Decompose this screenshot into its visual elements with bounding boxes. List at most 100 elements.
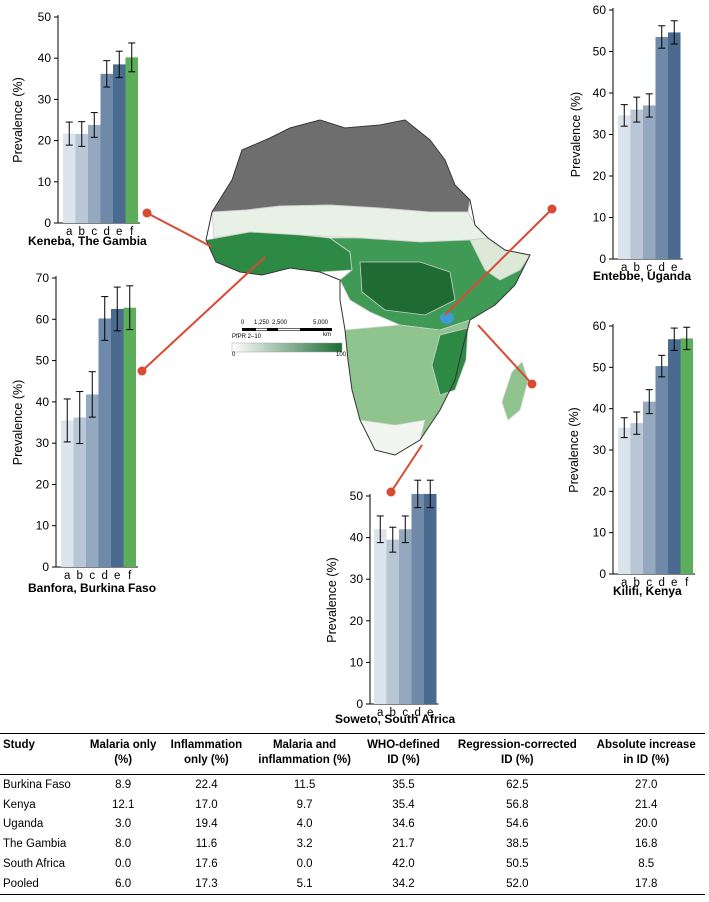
x-tick-label-b: b [390,707,396,719]
table-cell-value: 0.0 [115,858,132,871]
south-africa-region [359,419,426,456]
table-cell-value: 20.0 [635,818,658,831]
connector-kilifi [477,324,533,385]
y-tick-label: 10 [593,526,607,540]
table-cell-value: 62.5 [506,778,529,791]
x-tick-label-a: a [66,226,73,238]
chart-3: 0 10 20 30 40 50 60 Prevalence (%) a b c d e fKilifi,… [567,319,695,598]
x-tick-label-b: b [77,570,83,582]
y-tick-label: 70 [36,271,50,285]
x-tick-label-f: f [128,570,132,582]
table-cell-value: 17.8 [635,877,658,890]
y-tick-label: 20 [36,477,50,491]
bar-c [399,529,412,704]
chart-1: 0 10 20 30 40 50 60 Prevalence (%) a b c d eEntebbe,… [569,3,691,283]
table-cell-value: 17.0 [195,798,218,811]
y-tick-label: 30 [38,92,52,106]
legend-title: PfPR 2–10 [232,334,262,340]
table-header-3: Malaria and inflammation (%) [258,739,351,766]
bar-e [111,308,124,567]
bar-a [618,427,631,574]
bar-a [618,115,631,259]
x-tick-label-c: c [646,577,652,589]
y-axis-label: Prevalence (%) [567,407,581,492]
table-cell-value: 8.5 [638,858,655,871]
table-cell-value: 12.1 [111,798,135,811]
y-tick-label: 30 [350,572,364,586]
lake-victoria [440,312,454,324]
table-cell-value: 50.5 [506,858,529,871]
x-tick-label-d: d [659,262,665,274]
y-tick-label: 60 [36,312,50,326]
table-header-4: WHO-defined ID (%) [367,739,440,766]
y-tick-label: 50 [38,10,52,24]
x-tick-label-c: c [91,226,97,238]
table-cell-value: 11.6 [195,838,218,851]
connectors [137,204,557,497]
scale-bar-segment [256,328,267,331]
connector-banfora [141,256,266,372]
table-header-row: Study Malaria only (%) Inflammation only (%)… [0,733,705,775]
table-cell-value: 8.0 [115,838,132,851]
bar-d [655,366,668,574]
table-header-6: Absolute increase in ID (%) [596,739,696,766]
chart-title: Entebbe, Uganda [593,269,691,283]
table-cell-value: 3.0 [115,818,132,831]
legend-max: 100 [336,352,347,358]
bar-c [643,105,656,259]
y-tick-label: 40 [38,51,52,65]
y-axis-label: Prevalence (%) [11,380,25,465]
table-cell-value: 17.3 [195,877,218,890]
summary-table-wrapper: Study Malaria only (%) Inflammation only (%)… [0,733,709,902]
madagascar [501,361,529,421]
scale-label-1250: 1,250 [254,320,270,326]
chart-title: Soweto, South Africa [335,712,456,726]
y-tick-label: 30 [36,436,50,450]
x-tick-label-f: f [130,226,134,238]
table-header-0: Study [3,739,35,751]
table-row: Burkina Faso 8.9 22.4 11.5 35.5 62.5 27.0 [0,775,705,795]
bar-d [411,493,424,704]
table-cell-value: 54.6 [506,818,529,831]
table-cell-value: 34.2 [392,877,415,890]
table-cell-value: 19.4 [195,818,218,831]
table-cell-value: 34.6 [392,818,415,831]
table-cell-value: 4.0 [296,818,313,831]
bar-e [424,493,437,704]
table-cell-value: 22.4 [195,778,218,791]
table-cell-value: 5.1 [296,877,313,890]
congo-basin [359,261,456,316]
table-cell-value: 3.2 [296,838,313,851]
y-tick-label: 20 [593,169,607,183]
scale-label-5000: 5,000 [313,320,329,326]
x-tick-label-b: b [634,262,640,274]
y-tick-label: 50 [350,489,364,503]
y-tick-label: 30 [593,443,607,457]
x-tick-label-d: d [415,707,421,719]
y-tick-label: 0 [356,697,363,711]
x-tick-label-e: e [427,707,433,719]
connector-dot-banfora [137,366,147,376]
table-cell-value: 42.0 [392,858,415,871]
y-tick-label: 20 [593,484,607,498]
y-axis-label: Prevalence (%) [325,557,339,642]
bar-f [680,338,693,574]
x-tick-label-a: a [621,262,628,274]
x-tick-label-d: d [104,226,110,238]
table-cell-value: 27.0 [635,778,658,791]
bar-a [61,420,74,567]
y-tick-label: 10 [593,211,607,225]
summary-table: Study Malaria only (%) Inflammation only (%)… [0,733,705,895]
table-cell-value: 35.4 [392,798,415,811]
x-tick-label-f: f [685,577,689,589]
table-cell-study: Pooled [3,877,39,890]
bar-b [386,539,399,704]
y-tick-label: 40 [593,86,607,100]
y-tick-label: 10 [350,655,364,669]
connector-dot-soweto [386,487,396,497]
bar-b [75,134,88,223]
connector-dot-keneba [142,208,152,218]
bar-c [88,124,101,223]
